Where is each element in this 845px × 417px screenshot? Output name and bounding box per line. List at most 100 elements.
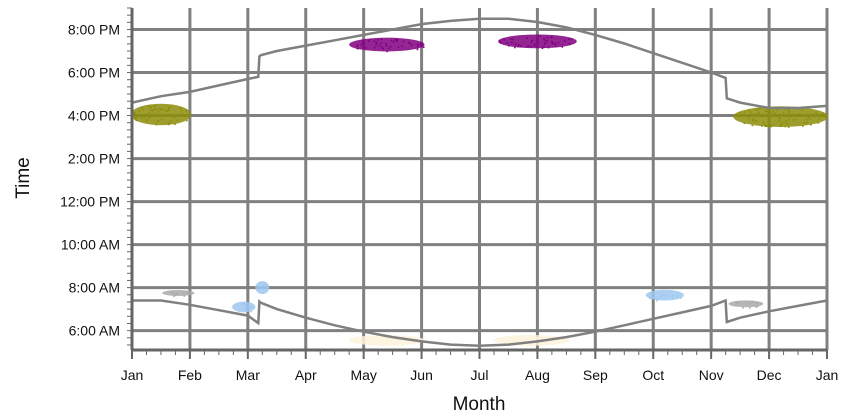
scatter-point [373,40,376,42]
scatter-point [527,337,530,339]
scatter-point [360,43,363,46]
scatter-point [767,126,770,128]
scatter-point [250,310,252,313]
scatter-point [506,42,508,44]
scatter-point [772,110,774,113]
scatter-point [503,38,505,41]
scatter-point [561,46,564,48]
scatter-point [394,342,396,344]
scatter-point [652,296,655,298]
scatter-point [417,45,419,48]
scatter-point [662,294,664,297]
scatter-point [666,294,668,297]
scatter-point [539,34,541,37]
scatter-point [371,335,374,338]
scatter-point [370,337,372,340]
scatter-point [386,50,388,53]
scatter-point [815,111,817,114]
scatter-point [377,39,379,41]
scatter-point [555,45,558,47]
scatter-point [517,44,520,46]
scatter-point [158,108,161,110]
scatter-point [262,285,264,288]
cluster-body [733,106,829,127]
scatter-point [765,110,767,112]
scatter-point [546,40,549,42]
scatter-point [818,117,821,120]
scatter-point [399,339,402,342]
scatter-point [748,109,751,112]
y-tick-label: 4:00 PM [68,108,120,124]
scatter-point [380,341,383,344]
scatter-point [778,120,780,122]
scatter-point [180,109,183,112]
scatter-point [356,44,359,47]
scatter-point [157,120,159,122]
scatter-point [243,302,245,305]
scatter-point [781,122,784,125]
scatter-point [781,114,784,117]
scatter-point [388,47,390,50]
scatter-point [755,306,757,308]
scatter-point [762,121,765,124]
scatter-point [388,337,391,339]
x-tick-labels: Jan Feb Mar Apr May Jun Jul Aug Sep Oct Nov Dec Jan [121,367,839,383]
scatter-point [172,292,175,294]
scatter-point [141,108,144,111]
sun-lines [131,17,828,347]
scatter-point [538,344,541,346]
scatter-point [147,105,150,108]
scatter-point [508,44,510,47]
scatter-point [140,116,143,119]
scatter-point [510,341,513,344]
scatter-point [779,125,782,128]
x-axis-title: Month [453,394,506,415]
scatter-point [785,120,788,122]
scatter-point [550,40,553,43]
scatter-point [671,296,673,298]
scatter-point [822,112,825,115]
scatter-point [181,113,183,115]
scatter-point [765,125,768,127]
scatter-point [384,343,386,345]
scatter-point [170,119,172,122]
scatter-point [758,108,761,110]
scatter-point [173,117,176,119]
scatter-point [389,45,392,48]
x-tick-label: Feb [178,367,202,383]
scatter-point [519,335,521,338]
scatter-point [784,121,786,124]
scatter-point [186,292,188,294]
scatter-point [562,338,564,341]
scatter-point [135,118,137,120]
scatter-point [157,120,160,123]
y-tick-labels: 6:00 AM 8:00 AM 10:00 AM 12:00 PM 2:00 PM 4:0… [60,22,120,339]
scatter-point [369,38,371,41]
scatter-point [401,344,403,346]
scatter-point [735,301,737,303]
x-tick-label: Jan [121,367,144,383]
scatter-point [182,291,185,294]
scatter-point [250,306,253,308]
scatter-point [751,300,753,303]
scatter-point [788,119,791,121]
scatter-point [413,337,416,339]
scatter-point [369,336,371,338]
scatter-point [649,296,651,298]
scatter-point [242,303,244,305]
scatter-point [655,297,658,300]
scatter-point [782,111,785,114]
scatter-point [806,121,808,124]
scatter-point [169,122,171,124]
scatter-point [143,117,146,120]
x-tick-label: Apr [295,367,317,383]
scatter-point [751,124,754,127]
scatter-point [367,40,370,42]
scatter-point [527,344,530,346]
scatter-cluster [349,334,426,347]
scatter-point [396,38,399,41]
scatter-point [248,305,250,308]
scatter-point [514,46,516,49]
scatter-point [656,299,658,302]
